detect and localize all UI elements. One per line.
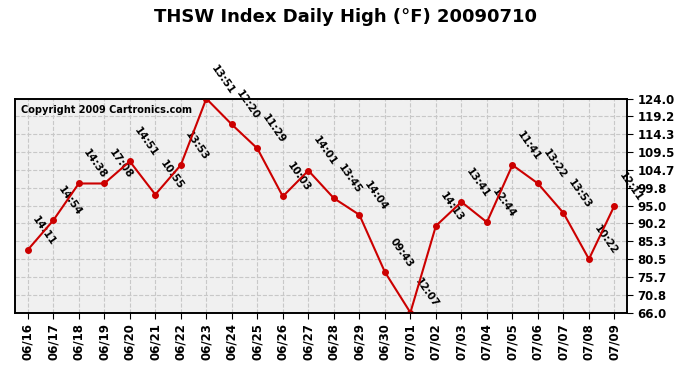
- Text: 17:08: 17:08: [107, 148, 135, 181]
- Text: 14:01: 14:01: [311, 135, 338, 168]
- Text: 12:11: 12:11: [618, 170, 644, 203]
- Text: 14:11: 14:11: [30, 214, 58, 247]
- Text: 10:03: 10:03: [286, 161, 313, 194]
- Text: 14:04: 14:04: [362, 179, 389, 212]
- Text: 13:41: 13:41: [464, 166, 491, 199]
- Text: 13:53: 13:53: [566, 177, 593, 210]
- Text: 13:51: 13:51: [209, 63, 236, 96]
- Text: 13:45: 13:45: [337, 162, 364, 195]
- Text: 11:41: 11:41: [515, 129, 542, 162]
- Text: Copyright 2009 Cartronics.com: Copyright 2009 Cartronics.com: [21, 105, 192, 115]
- Text: 12:44: 12:44: [490, 186, 517, 219]
- Text: 13:22: 13:22: [541, 148, 568, 181]
- Text: 10:22: 10:22: [592, 224, 619, 256]
- Text: THSW Index Daily High (°F) 20090710: THSW Index Daily High (°F) 20090710: [153, 8, 537, 26]
- Text: 14:13: 14:13: [439, 190, 466, 223]
- Text: 11:29: 11:29: [260, 113, 287, 146]
- Text: 13:53: 13:53: [184, 129, 210, 162]
- Text: 14:51: 14:51: [132, 126, 160, 159]
- Text: 12:20: 12:20: [235, 89, 262, 122]
- Text: 14:38: 14:38: [81, 148, 109, 181]
- Text: 12:07: 12:07: [413, 277, 440, 310]
- Text: 14:54: 14:54: [56, 184, 83, 218]
- Text: 09:43: 09:43: [388, 236, 415, 269]
- Text: 10:55: 10:55: [158, 159, 186, 192]
